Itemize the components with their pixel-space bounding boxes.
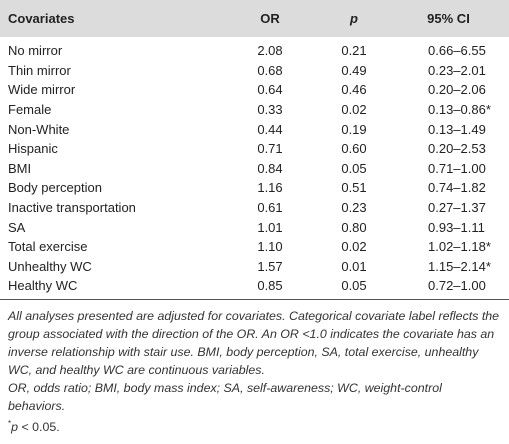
table-cell: 0.02 xyxy=(341,239,367,255)
table-cell: SA xyxy=(8,219,26,235)
footnote-symbol: p xyxy=(11,419,19,434)
table-cell: 0.23–2.01 xyxy=(428,62,486,78)
table-cell: Thin mirror xyxy=(8,62,71,78)
table-cell: Female xyxy=(8,102,52,118)
footnote-marker: * xyxy=(8,418,12,428)
table-row: Healthy WC 0.85 0.05 0.72–1.00 xyxy=(0,276,509,300)
column-header: p xyxy=(320,0,388,37)
table-cell: 0.33 xyxy=(257,102,283,118)
table-cell: 0.64 xyxy=(257,82,283,98)
table-cell: Total exercise xyxy=(8,239,88,255)
table-cell: 0.44 xyxy=(257,121,283,137)
table-row: Non-White 0.44 0.19 0.13–1.49 xyxy=(0,119,509,139)
table-row: Female 0.33 0.02 0.13–0.86* xyxy=(0,100,509,120)
table-cell: 0.13–0.86* xyxy=(428,102,491,118)
header-row: Covariates OR p 95% CI xyxy=(0,0,509,37)
table-cell: 0.19 xyxy=(341,121,367,137)
table-cell: Non-White xyxy=(8,121,70,137)
table-row: Inactive transportation 0.61 0.23 0.27–1.37 xyxy=(0,198,509,218)
column-header: OR xyxy=(220,0,320,37)
column-header: Covariates xyxy=(0,0,220,37)
table-row: Unhealthy WC 1.57 0.01 1.15–2.14* xyxy=(0,257,509,277)
table-row: Body perception 1.16 0.51 0.74–1.82 xyxy=(0,178,509,198)
table-cell: 0.02 xyxy=(341,102,367,118)
footnote: All analyses presented are adjusted for … xyxy=(8,308,500,377)
table-row: Wide mirror 0.64 0.46 0.20–2.06 xyxy=(0,80,509,100)
table-cell: 0.68 xyxy=(257,62,283,78)
table-row: Thin mirror 0.68 0.49 0.23–2.01 xyxy=(0,61,509,81)
table-cell: Unhealthy WC xyxy=(8,258,92,274)
table-cell: 0.61 xyxy=(257,200,283,216)
table-cell: 0.71–1.00 xyxy=(428,160,486,176)
table-cell: Body perception xyxy=(8,180,102,196)
table-cell: 0.49 xyxy=(341,62,367,78)
footnotes: All analyses presented are adjusted for … xyxy=(0,300,509,436)
table-cell: 1.02–1.18* xyxy=(428,239,491,255)
table-cell: Inactive transportation xyxy=(8,200,136,216)
table-cell: 1.15–2.14* xyxy=(428,258,491,274)
table-cell: 0.13–1.49 xyxy=(428,121,486,137)
table-cell: 0.27–1.37 xyxy=(428,200,486,216)
table-cell: No mirror xyxy=(8,43,63,59)
table-cell: BMI xyxy=(8,160,32,176)
footnote-text: < 0.05. xyxy=(18,419,60,434)
results-table: Covariates OR p 95% CI No mirror 2.08 0.21 0.6… xyxy=(0,0,509,300)
footnote: OR, odds ratio; BMI, body mass index; SA… xyxy=(8,380,442,413)
table-cell: 0.74–1.82 xyxy=(428,180,486,196)
table-cell: 0.60 xyxy=(341,141,367,157)
table-cell: 0.80 xyxy=(341,219,367,235)
table-cell: 0.21 xyxy=(341,43,367,59)
column-header: 95% CI xyxy=(388,0,509,37)
table-cell: Wide mirror xyxy=(8,82,76,98)
table-row: No mirror 2.08 0.21 0.66–6.55 xyxy=(0,37,509,61)
table-cell: 0.23 xyxy=(341,200,367,216)
table-cell: 0.85 xyxy=(220,276,320,300)
table-row: Hispanic 0.71 0.60 0.20–2.53 xyxy=(0,139,509,159)
table-cell: Hispanic xyxy=(8,141,58,157)
table-cell: 0.84 xyxy=(257,160,283,176)
table-cell: 1.10 xyxy=(257,239,283,255)
footnote: *p < 0.05. xyxy=(8,415,501,436)
table-body: No mirror 2.08 0.21 0.66–6.55 Thin mirror 0.6… xyxy=(0,37,509,300)
table-cell: Healthy WC xyxy=(0,276,220,300)
table-cell: 0.20–2.06 xyxy=(428,82,486,98)
table-row: SA 1.01 0.80 0.93–1.11 xyxy=(0,217,509,237)
table-cell: 0.05 xyxy=(320,276,388,300)
table-cell: 0.71 xyxy=(257,141,283,157)
table-cell: 0.20–2.53 xyxy=(428,141,486,157)
table-cell: 0.01 xyxy=(341,258,367,274)
table-cell: 0.51 xyxy=(341,180,367,196)
table-row: Total exercise 1.10 0.02 1.02–1.18* xyxy=(0,237,509,257)
table-cell: 1.01 xyxy=(257,219,283,235)
table-cell: 2.08 xyxy=(257,43,283,59)
table-cell: 0.05 xyxy=(341,160,367,176)
table-cell: 0.46 xyxy=(341,82,367,98)
table-cell: 0.72–1.00 xyxy=(388,276,509,300)
table-cell: 1.16 xyxy=(257,180,283,196)
table-cell: 1.57 xyxy=(257,258,283,274)
table-cell: 0.93–1.11 xyxy=(428,219,485,235)
table-row: BMI 0.84 0.05 0.71–1.00 xyxy=(0,159,509,179)
table-cell: 0.66–6.55 xyxy=(428,43,486,59)
